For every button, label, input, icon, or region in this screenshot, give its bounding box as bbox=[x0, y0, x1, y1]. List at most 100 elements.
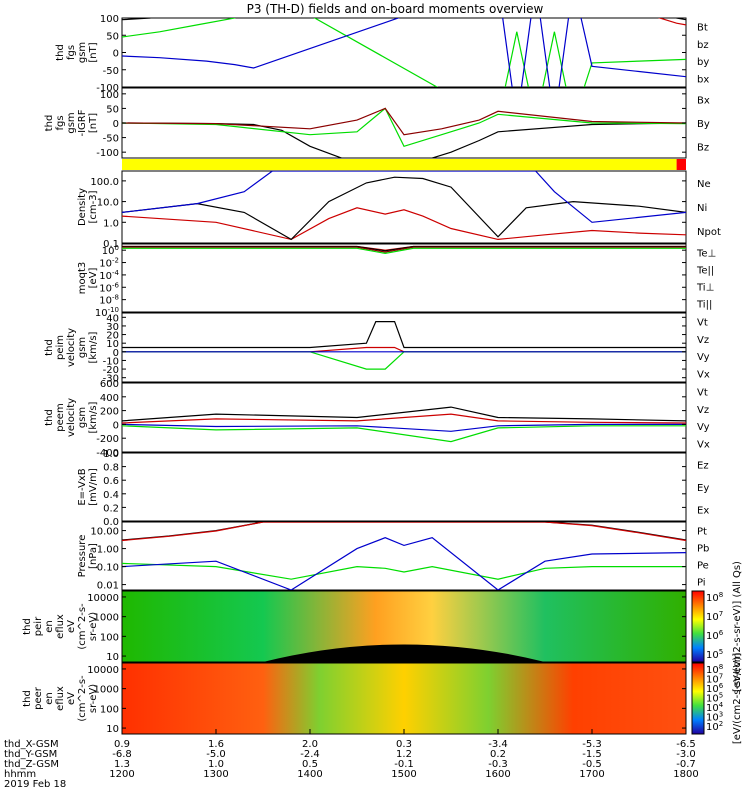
x-row-label: thd_Y-GSM bbox=[4, 749, 57, 760]
y-axis-label: thd bbox=[55, 44, 66, 61]
y-tick-label: 100 bbox=[102, 244, 119, 257]
y-axis-label: peir bbox=[33, 616, 44, 636]
x-tick-label: 1600 bbox=[485, 769, 510, 780]
x-tick-label: -1.5 bbox=[582, 749, 602, 760]
series-line bbox=[122, 18, 686, 87]
y-tick-label: 400 bbox=[100, 393, 119, 404]
series-line bbox=[122, 107, 686, 136]
y-tick-label: 1.0 bbox=[103, 218, 119, 229]
colorbar-label: [eV/(cm2-s-sr-eV)] (All Qs) bbox=[732, 561, 743, 692]
y-tick-label: -100 bbox=[96, 148, 119, 159]
y-tick-label: 10-2 bbox=[99, 257, 119, 270]
y-tick-label: 100 bbox=[100, 90, 119, 101]
x-tick-label: 1700 bbox=[579, 769, 604, 780]
legend-entry: Te|| bbox=[696, 266, 714, 277]
panel-frame bbox=[121, 521, 687, 591]
legend-entry: by bbox=[697, 57, 709, 68]
y-axis-label: [km/s] bbox=[88, 401, 99, 433]
x-tick-label: 0.5 bbox=[302, 759, 318, 770]
y-tick-label: 0 bbox=[113, 348, 119, 359]
y-axis-label: [nPa] bbox=[88, 543, 99, 569]
x-row-label: hhmm bbox=[4, 769, 36, 780]
y-tick-label: 30 bbox=[106, 322, 119, 333]
series-line bbox=[122, 413, 686, 424]
y-axis-label: -IGRF bbox=[77, 109, 88, 136]
legend-entry: Bx bbox=[697, 96, 710, 107]
colorbar-tick-label: 107 bbox=[706, 610, 723, 623]
legend-entry: Ti⊥ bbox=[696, 283, 714, 294]
series-line bbox=[122, 18, 686, 87]
legend-entry: Pi bbox=[697, 578, 706, 589]
x-tick-label: 1.6 bbox=[208, 739, 224, 750]
y-axis-label: [mV/m] bbox=[88, 468, 99, 506]
x-tick-label: 1400 bbox=[297, 769, 322, 780]
panel-8: 1.0 0.8 0.6 0.4 0.2 0.0 E=-VxB [mV/m] Ez Ey Ex bbox=[77, 449, 709, 528]
y-tick-label: 100.0 bbox=[90, 177, 119, 188]
panel-11: 10000 1000 100 10 thd peer en eflux eV (cm^2-s-sr… bbox=[22, 653, 743, 744]
series-line bbox=[122, 176, 686, 241]
x-tick-label: -3.0 bbox=[676, 749, 696, 760]
series-line bbox=[122, 423, 686, 432]
series-line bbox=[122, 122, 686, 158]
y-tick-label: 0.2 bbox=[103, 503, 119, 514]
panel-3 bbox=[122, 159, 686, 170]
y-tick-label: 0 bbox=[113, 119, 119, 130]
y-tick-label: 0.8 bbox=[103, 463, 119, 474]
y-axis-label: Pressure bbox=[77, 535, 88, 578]
y-axis-label: velocity bbox=[66, 328, 77, 367]
legend-entry: Bt bbox=[697, 23, 708, 34]
y-tick-label: 100 bbox=[100, 14, 119, 25]
panel-frame bbox=[121, 243, 687, 313]
x-tick-label: 1200 bbox=[109, 769, 134, 780]
spectrogram-image bbox=[122, 663, 686, 734]
y-tick-label: 0.4 bbox=[103, 490, 119, 501]
y-tick-label: 10 bbox=[106, 339, 119, 350]
y-tick-label: 1000 bbox=[94, 613, 119, 624]
y-axis-label: eflux bbox=[55, 614, 66, 639]
y-tick-label: 0 bbox=[113, 49, 119, 60]
colorbar bbox=[691, 590, 705, 663]
y-tick-label: 10-6 bbox=[99, 281, 119, 294]
y-tick-label: 200 bbox=[100, 407, 119, 418]
series-line bbox=[122, 245, 686, 252]
y-tick-label: 0.10 bbox=[97, 563, 119, 574]
colorbar-tick-label: 108 bbox=[706, 591, 723, 604]
legend-entry: Vy bbox=[697, 352, 710, 363]
y-axis-label: sr-eV) bbox=[88, 612, 99, 641]
y-tick-label: 10.0 bbox=[97, 198, 119, 209]
y-tick-label: 50 bbox=[106, 104, 119, 115]
y-tick-label: 0.6 bbox=[103, 476, 119, 487]
y-tick-label: 10 bbox=[106, 724, 119, 735]
series-line bbox=[122, 522, 686, 542]
series-line bbox=[122, 246, 686, 253]
y-axis-label: peem bbox=[55, 403, 66, 431]
y-axis-label: (cm^2-s- bbox=[77, 675, 88, 722]
y-tick-label: 10.00 bbox=[90, 527, 119, 538]
y-tick-label: -200 bbox=[96, 434, 119, 445]
legend-entry: Pe bbox=[697, 561, 709, 572]
legend-entry: Ni bbox=[697, 203, 707, 214]
y-axis-label: eflux bbox=[55, 686, 66, 711]
legend-entry: bz bbox=[697, 40, 709, 51]
legend-entry: Te⊥ bbox=[696, 249, 716, 260]
y-tick-label: -20 bbox=[103, 365, 119, 376]
x-tick-label: -0.5 bbox=[582, 759, 602, 770]
y-tick-label: -10 bbox=[103, 356, 119, 367]
y-tick-label: 0.01 bbox=[97, 581, 119, 592]
legend-entry: Vy bbox=[697, 422, 710, 433]
colorbar-tick-label: 106 bbox=[706, 629, 724, 642]
colorbar-label: [eV/(cm2-s-sr-eV)] bbox=[732, 653, 743, 744]
legend-entry: Pb bbox=[697, 544, 709, 555]
y-axis-label: gsm bbox=[77, 337, 88, 358]
x-tick-label: -2.4 bbox=[300, 749, 320, 760]
series-line bbox=[122, 207, 686, 241]
panel-1: 100 50 0 -50 -100 thd fgs gsm [nT] Bt bz by bx bbox=[55, 14, 709, 94]
mode-bar-segment bbox=[122, 159, 677, 170]
y-axis-label: thd bbox=[44, 409, 55, 426]
mode-bar-segment bbox=[676, 159, 686, 170]
y-axis-label: gsm bbox=[77, 42, 88, 63]
x-tick-label: -5.0 bbox=[206, 749, 226, 760]
x-tick-label: 1800 bbox=[673, 769, 698, 780]
